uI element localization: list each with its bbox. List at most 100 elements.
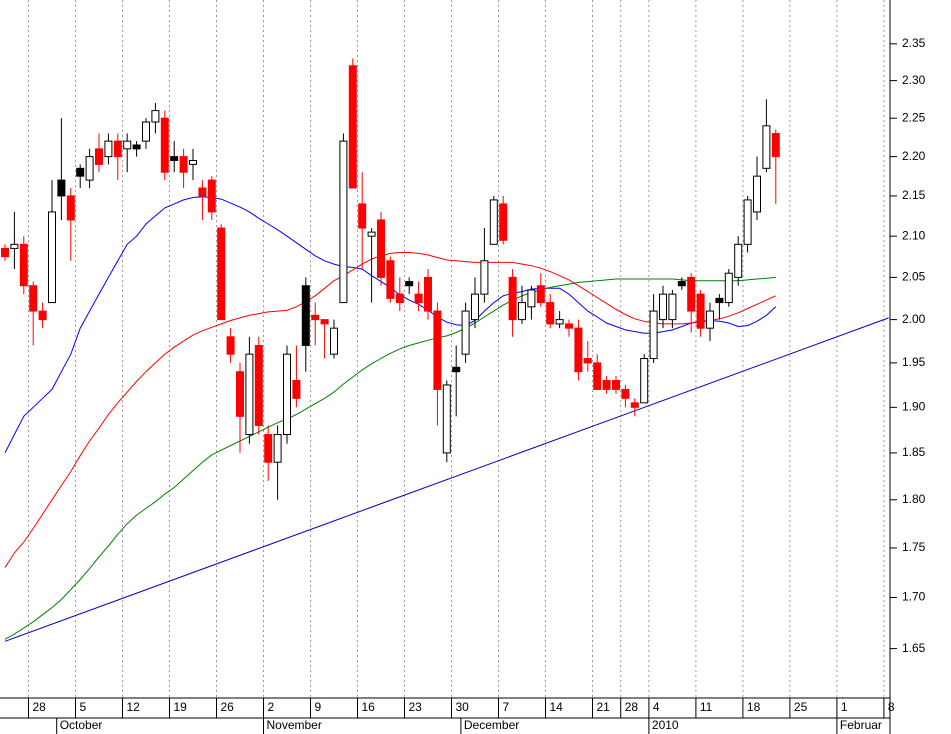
month-label: Februar	[840, 718, 882, 732]
x-tick-label: 4	[653, 700, 660, 714]
y-tick-label: 2.20	[902, 149, 926, 163]
candle-body	[668, 293, 677, 321]
candle-body	[226, 336, 235, 355]
candle-body	[753, 175, 761, 213]
month-label: December	[464, 718, 519, 732]
x-tick-label: 9	[315, 700, 322, 714]
candle-body	[499, 203, 508, 241]
candle-body	[536, 285, 545, 304]
candle-body	[621, 388, 630, 399]
y-tick-label: 1.70	[902, 590, 926, 604]
candle-body	[264, 434, 273, 463]
candle-body	[358, 203, 367, 229]
x-tick-label: 5	[80, 700, 87, 714]
candle-body	[687, 276, 696, 312]
candle-body	[715, 297, 724, 304]
candle-body	[461, 310, 470, 355]
y-tick-label: 2.05	[902, 270, 926, 284]
x-tick-label: 30	[456, 700, 470, 714]
x-tick-label: 26	[221, 700, 235, 714]
candle-body	[142, 121, 150, 142]
candle-body	[630, 402, 639, 408]
candle-body	[480, 260, 489, 295]
candle-body	[189, 160, 197, 165]
candle-body	[442, 384, 451, 454]
candle-body	[433, 310, 442, 390]
y-tick-label: 2.30	[902, 73, 926, 87]
x-tick-label: 2	[268, 700, 275, 714]
moving-average-line	[4, 276, 776, 640]
candle-body	[696, 293, 705, 329]
candle-body	[245, 353, 254, 436]
candle-body	[743, 199, 752, 245]
moving-average-line	[4, 252, 777, 568]
month-label: 2010	[652, 718, 679, 732]
candle-body	[48, 211, 56, 304]
x-tick-label: 12	[127, 700, 141, 714]
candle-body	[386, 260, 395, 299]
x-tick-label: 16	[362, 700, 376, 714]
candle-body	[395, 293, 404, 304]
candle-body	[151, 110, 160, 123]
candle-body	[38, 310, 47, 321]
candle-body	[301, 285, 310, 346]
candle-body	[724, 272, 733, 304]
candle-body	[95, 148, 103, 165]
candle-body	[649, 310, 658, 360]
x-tick-label: 19	[174, 700, 188, 714]
y-tick-label: 1.85	[902, 445, 926, 459]
candle-body	[207, 179, 216, 213]
candle-body	[706, 310, 714, 329]
x-tick-label: 8	[888, 700, 895, 714]
candle-body	[583, 358, 592, 364]
plot-area	[1, 0, 889, 698]
x-tick-label: 14	[550, 700, 564, 714]
candle-body	[339, 140, 348, 304]
candle-body	[273, 434, 282, 463]
x-tick-label: 1	[841, 700, 848, 714]
x-tick-label: 25	[794, 700, 808, 714]
candle-body	[414, 293, 423, 304]
candle-body	[612, 380, 620, 390]
month-label: November	[267, 718, 322, 732]
y-tick-label: 2.35	[902, 36, 926, 50]
candle-body	[527, 289, 536, 308]
candle-body	[555, 319, 564, 325]
candle-body	[236, 371, 244, 417]
candle-body	[198, 187, 207, 197]
candle-body	[29, 285, 38, 312]
candle-body	[19, 243, 28, 287]
candle-body	[311, 314, 320, 321]
candle-body	[602, 380, 611, 390]
y-tick-label: 2.15	[902, 188, 926, 202]
candle-body	[1, 247, 9, 258]
candle-body	[546, 302, 555, 325]
candle-body	[424, 276, 432, 312]
candle-body	[217, 227, 226, 321]
y-tick-label: 2.25	[902, 110, 926, 124]
y-tick-label: 2.10	[902, 228, 926, 242]
candle-body	[330, 327, 338, 355]
y-tick-label: 1.95	[902, 355, 926, 369]
candle-body	[104, 140, 113, 158]
candle-body	[85, 156, 94, 181]
y-tick-label: 1.80	[902, 492, 926, 506]
candle-body	[283, 353, 291, 436]
candle-body	[76, 167, 85, 177]
candle-body	[518, 302, 526, 321]
candle-body	[123, 140, 132, 150]
y-tick-label: 1.75	[902, 540, 926, 554]
candle-body	[574, 327, 583, 373]
candle-body	[405, 281, 414, 287]
candle-body	[771, 132, 780, 158]
candle-body	[57, 179, 66, 197]
candle-body	[10, 243, 19, 249]
candle-body	[179, 156, 188, 173]
candle-body	[659, 293, 667, 321]
candle-body	[254, 344, 263, 426]
candle-body	[508, 276, 517, 321]
candle-body	[66, 195, 75, 221]
